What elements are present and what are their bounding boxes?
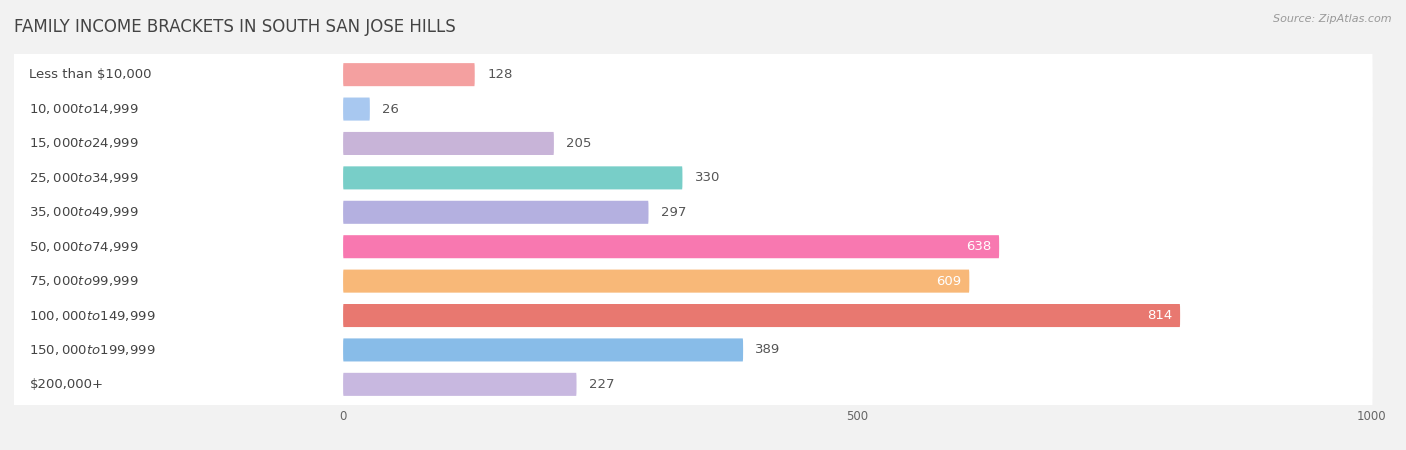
Text: $150,000 to $199,999: $150,000 to $199,999 — [30, 343, 156, 357]
Text: $200,000+: $200,000+ — [30, 378, 104, 391]
FancyBboxPatch shape — [13, 0, 1372, 229]
Text: 389: 389 — [755, 343, 780, 356]
Text: $35,000 to $49,999: $35,000 to $49,999 — [30, 205, 139, 219]
Text: FAMILY INCOME BRACKETS IN SOUTH SAN JOSE HILLS: FAMILY INCOME BRACKETS IN SOUTH SAN JOSE… — [14, 18, 456, 36]
Text: 128: 128 — [486, 68, 512, 81]
FancyBboxPatch shape — [343, 63, 475, 86]
Text: Source: ZipAtlas.com: Source: ZipAtlas.com — [1274, 14, 1392, 23]
Text: $15,000 to $24,999: $15,000 to $24,999 — [30, 136, 139, 150]
FancyBboxPatch shape — [13, 265, 1372, 450]
FancyBboxPatch shape — [13, 58, 1372, 297]
FancyBboxPatch shape — [343, 166, 682, 189]
FancyBboxPatch shape — [343, 98, 370, 121]
Text: 227: 227 — [589, 378, 614, 391]
FancyBboxPatch shape — [343, 373, 576, 396]
FancyBboxPatch shape — [343, 235, 1000, 258]
Text: 330: 330 — [695, 171, 720, 184]
Text: $10,000 to $14,999: $10,000 to $14,999 — [30, 102, 139, 116]
FancyBboxPatch shape — [343, 201, 648, 224]
FancyBboxPatch shape — [343, 132, 554, 155]
FancyBboxPatch shape — [13, 0, 1372, 194]
Text: 609: 609 — [936, 274, 962, 288]
FancyBboxPatch shape — [13, 127, 1372, 366]
FancyBboxPatch shape — [13, 196, 1372, 435]
Text: $75,000 to $99,999: $75,000 to $99,999 — [30, 274, 139, 288]
FancyBboxPatch shape — [13, 230, 1372, 450]
Text: 205: 205 — [567, 137, 592, 150]
FancyBboxPatch shape — [13, 162, 1372, 400]
Text: 638: 638 — [966, 240, 991, 253]
FancyBboxPatch shape — [343, 304, 1180, 327]
Text: Less than $10,000: Less than $10,000 — [30, 68, 152, 81]
Text: $50,000 to $74,999: $50,000 to $74,999 — [30, 240, 139, 254]
Text: 26: 26 — [382, 103, 399, 116]
FancyBboxPatch shape — [343, 338, 744, 361]
Text: 297: 297 — [661, 206, 686, 219]
FancyBboxPatch shape — [13, 24, 1372, 263]
Text: 814: 814 — [1147, 309, 1171, 322]
Text: $25,000 to $34,999: $25,000 to $34,999 — [30, 171, 139, 185]
FancyBboxPatch shape — [343, 270, 969, 293]
FancyBboxPatch shape — [13, 93, 1372, 332]
Text: $100,000 to $149,999: $100,000 to $149,999 — [30, 309, 156, 323]
